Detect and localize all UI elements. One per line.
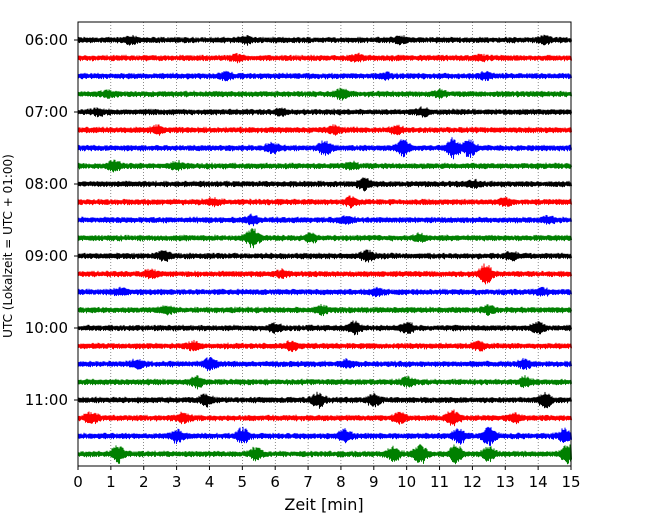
x-tick-label-10: 10: [397, 473, 416, 491]
trace-row-1045: [77, 375, 572, 390]
trace-row-0700: [77, 106, 572, 118]
x-tick-label-8: 8: [336, 473, 346, 491]
x-tick-label-5: 5: [238, 473, 248, 491]
x-tick-label-13: 13: [496, 473, 515, 491]
x-tick-label-6: 6: [270, 473, 280, 491]
y-axis-label: UTC (Lokalzeit = UTC + 01:00): [1, 154, 15, 338]
trace-row-0745: [77, 159, 572, 173]
y-tick-label-0600: 06:00: [25, 31, 68, 49]
x-tick-label-15: 15: [561, 473, 580, 491]
trace-row-0615: [77, 52, 572, 64]
x-tick-label-3: 3: [172, 473, 182, 491]
trace-row-0600: [77, 34, 572, 46]
trace-row-0930: [77, 286, 572, 298]
trace-row-0915: [77, 263, 572, 285]
trace-row-1100: [77, 391, 572, 409]
trace-row-0630: [77, 70, 572, 82]
x-tick-label-11: 11: [430, 473, 449, 491]
trace-row-1000: [77, 320, 572, 336]
x-tick-label-2: 2: [139, 473, 149, 491]
y-tick-label-1100: 11:00: [25, 391, 68, 409]
trace-row-0845: [77, 228, 572, 249]
trace-row-0730: [77, 137, 572, 160]
x-tick-label-0: 0: [73, 473, 83, 491]
x-axis-label: Zeit [min]: [284, 495, 363, 514]
trace-group: [77, 34, 572, 465]
x-tick-label-4: 4: [205, 473, 215, 491]
trace-row-0645: [77, 87, 572, 101]
trace-row-1130: [77, 426, 572, 446]
trace-row-0945: [77, 303, 572, 317]
x-tick-label-12: 12: [463, 473, 482, 491]
trace-row-0815: [77, 195, 572, 209]
y-tick-label-0800: 08:00: [25, 175, 68, 193]
y-tick-label-1000: 10:00: [25, 319, 68, 337]
trace-row-0830: [77, 213, 572, 227]
vertical-gridlines: [110, 22, 539, 466]
trace-row-1015: [77, 339, 572, 353]
y-tick-label-0700: 07:00: [25, 103, 68, 121]
trace-row-1030: [77, 356, 572, 372]
y-tick-label-0900: 09:00: [25, 247, 68, 265]
x-tick-label-14: 14: [529, 473, 548, 491]
trace-row-1115: [77, 409, 572, 427]
trace-row-0715: [77, 124, 572, 136]
trace-row-0800: [77, 177, 572, 192]
x-tick-label-9: 9: [369, 473, 379, 491]
trace-row-1145: [77, 443, 572, 465]
x-tick-label-7: 7: [303, 473, 313, 491]
axis-ticks: 0 1 2 3 4 5 6 7 8 9 10 11 12 13 14 1506:0007:0008:0009:…: [25, 31, 581, 491]
x-tick-label-1: 1: [106, 473, 116, 491]
plot-frame: [77, 21, 572, 467]
trace-row-0900: [77, 249, 572, 263]
